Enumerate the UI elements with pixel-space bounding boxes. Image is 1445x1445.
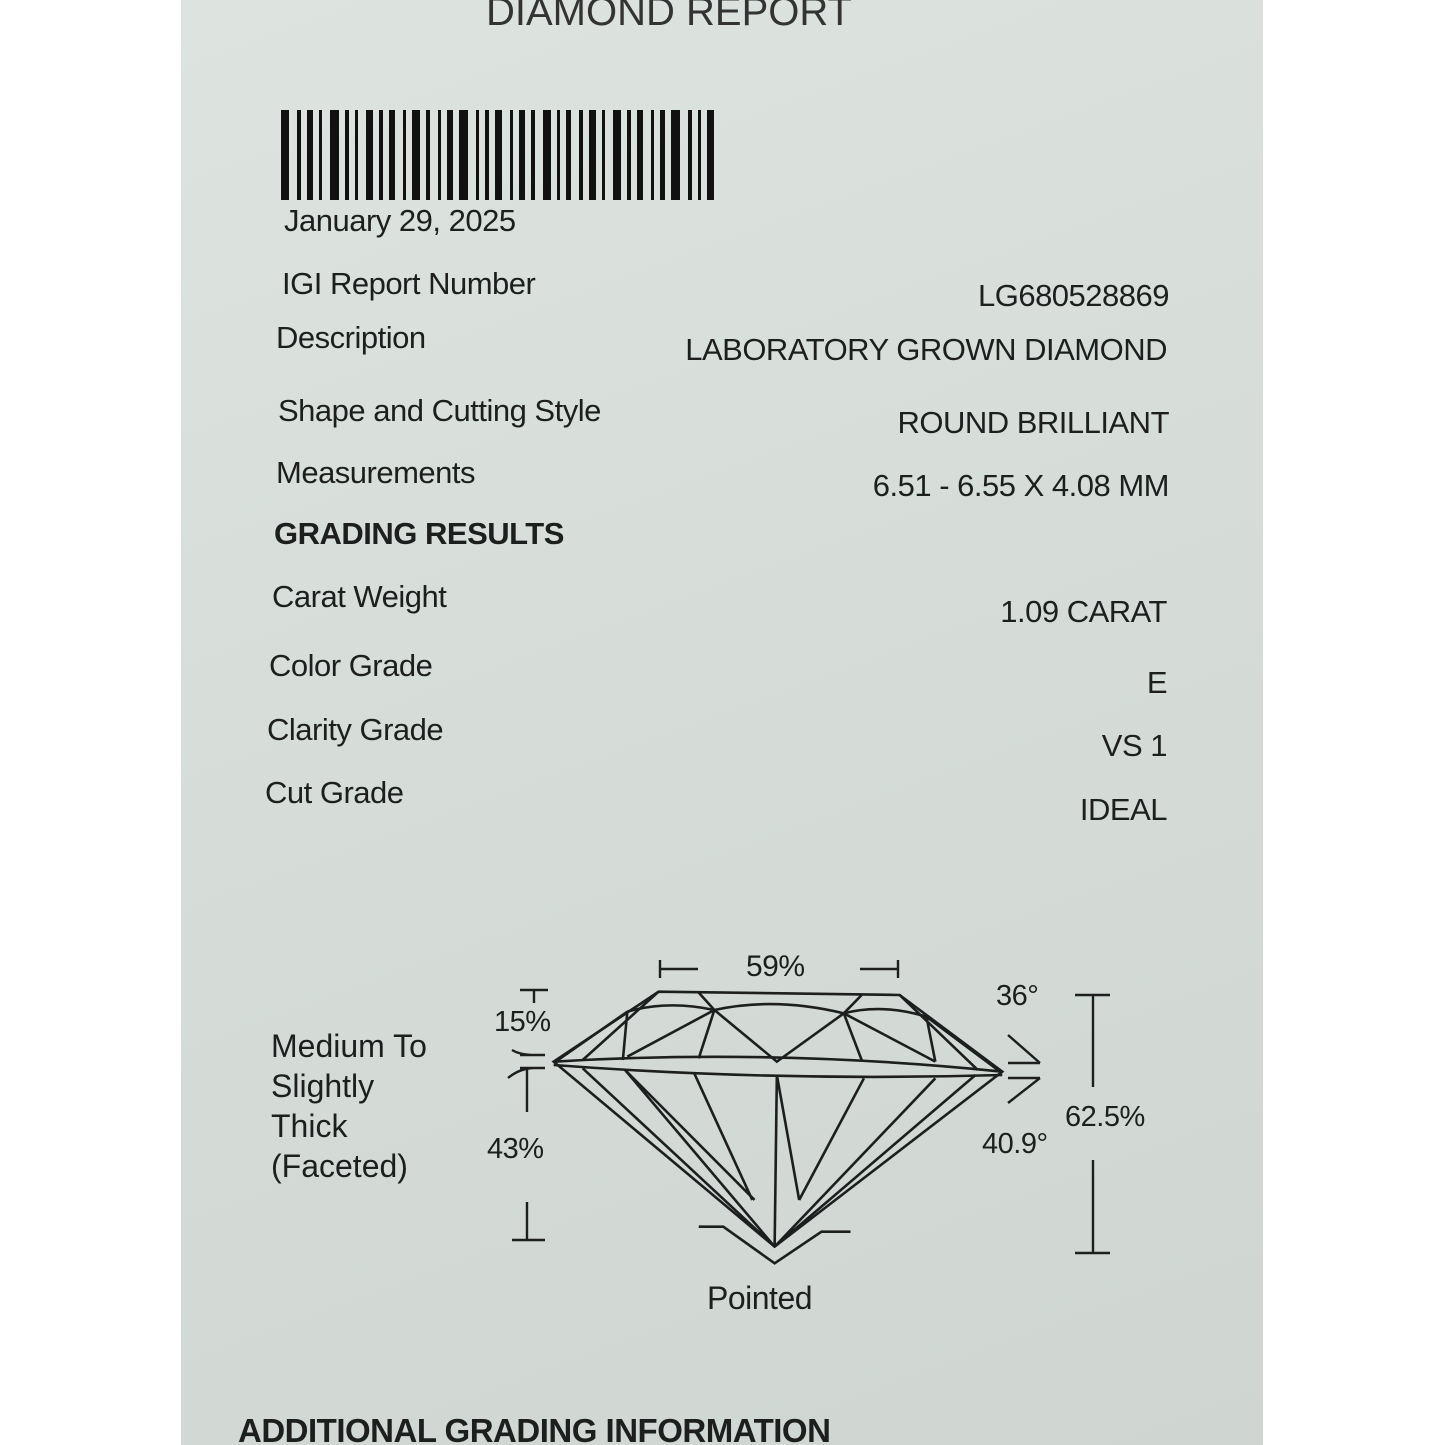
label-clarity: Clarity Grade <box>267 712 444 747</box>
value-clarity: VS 1 <box>1101 728 1168 763</box>
barcode-bar <box>389 110 395 200</box>
label-report-number: IGI Report Number <box>282 266 536 301</box>
barcode-bar <box>495 110 502 200</box>
label-carat: Carat Weight <box>272 579 447 614</box>
report-date: January 29, 2025 <box>284 203 516 238</box>
barcode-bar <box>319 110 322 200</box>
value-measurements: 6.51 - 6.55 X 4.08 MM <box>872 468 1170 503</box>
barcode-bar <box>531 110 535 200</box>
barcode-bar <box>510 110 513 200</box>
barcode-bar <box>476 110 479 200</box>
barcode-bar <box>330 110 339 200</box>
girdle-line: (Faceted) <box>271 1148 408 1184</box>
barcode-bar <box>379 110 383 200</box>
value-carat: 1.09 CARAT <box>1000 594 1167 629</box>
label-cut: Cut Grade <box>265 775 404 810</box>
value-cut: IDEAL <box>1079 792 1168 827</box>
label-shape: Shape and Cutting Style <box>278 393 601 428</box>
barcode-bar <box>707 110 714 200</box>
label-measurements: Measurements <box>276 455 476 490</box>
girdle-line: Thick <box>271 1108 348 1144</box>
culet: Pointed <box>707 1280 813 1316</box>
pavilion-depth: 43% <box>487 1133 544 1165</box>
dimension-markers <box>507 960 1110 1255</box>
grading-results-heading: GRADING RESULTS <box>274 516 564 551</box>
barcode <box>281 110 722 200</box>
crown-height: 15% <box>494 1006 551 1038</box>
barcode-bar <box>589 110 596 200</box>
crown-angle: 36° <box>996 980 1039 1012</box>
label-description: Description <box>276 320 426 355</box>
barcode-bar <box>403 110 406 200</box>
barcode-bar <box>426 110 430 200</box>
barcode-bar <box>366 110 373 200</box>
value-description: LABORATORY GROWN DIAMOND <box>685 332 1167 367</box>
barcode-bar <box>355 110 358 200</box>
report-title: DIAMOND REPORT <box>486 0 852 34</box>
barcode-bar <box>438 110 441 200</box>
table-percent: 59% <box>746 950 805 983</box>
additional-grading-heading: ADDITIONAL GRADING INFORMATION <box>238 1412 831 1445</box>
barcode-bar <box>307 110 313 200</box>
barcode-bar <box>566 110 571 200</box>
pavilion-angle: 40.9° <box>982 1128 1048 1160</box>
barcode-bar <box>557 110 560 200</box>
barcode-bar <box>637 110 643 200</box>
label-color: Color Grade <box>269 648 433 683</box>
barcode-bar <box>281 110 289 200</box>
barcode-bar <box>412 110 420 200</box>
barcode-bar <box>345 110 349 200</box>
barcode-bar <box>485 110 489 200</box>
girdle-line: Slightly <box>271 1068 375 1104</box>
value-color: E <box>1146 665 1168 700</box>
barcode-bar <box>543 110 551 200</box>
girdle-line: Medium To <box>271 1028 427 1064</box>
diamond-profile-drawing <box>554 992 1003 1264</box>
barcode-bar <box>613 110 621 200</box>
barcode-bar <box>651 110 654 200</box>
barcode-bar <box>660 110 665 200</box>
barcode-bar <box>459 110 468 200</box>
barcode-bar <box>627 110 631 200</box>
barcode-bar <box>698 110 701 200</box>
barcode-bar <box>579 110 583 200</box>
barcode-bar <box>447 110 453 200</box>
value-shape: ROUND BRILLIANT <box>897 405 1169 440</box>
barcode-bar <box>602 110 605 200</box>
value-report-number: LG680528869 <box>977 278 1170 313</box>
barcode-bar <box>688 110 692 200</box>
girdle-description: Medium To Slightly Thick (Faceted) <box>271 1026 427 1186</box>
barcode-bar <box>297 110 301 200</box>
barcode-bar <box>519 110 525 200</box>
barcode-bar <box>671 110 680 200</box>
total-depth: 62.5% <box>1065 1101 1145 1133</box>
